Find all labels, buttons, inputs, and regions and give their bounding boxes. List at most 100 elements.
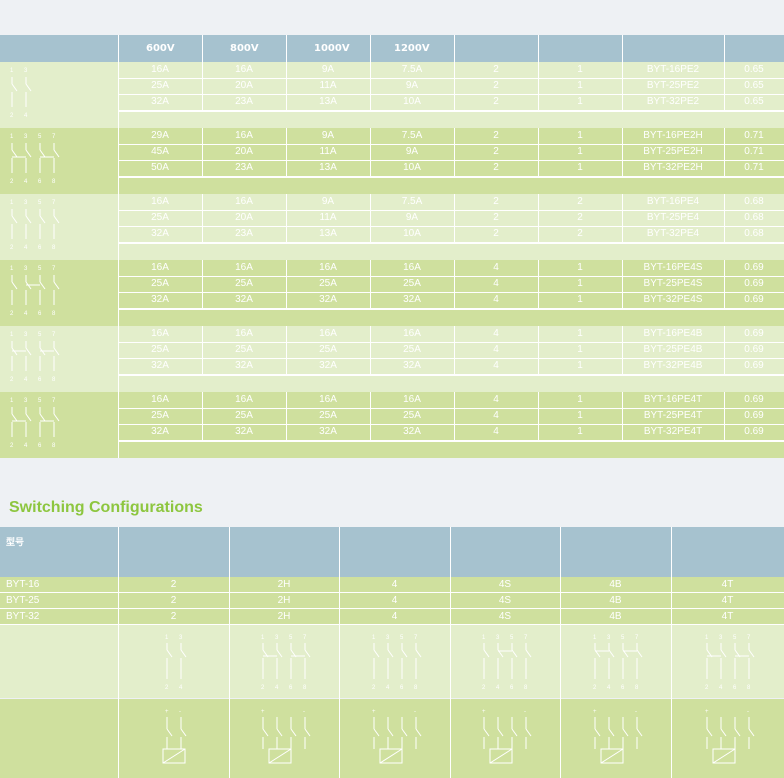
- terminal-label: 2: [372, 685, 376, 691]
- polarity-plus: +: [261, 709, 265, 715]
- table-cell: 4: [493, 394, 499, 405]
- switch-symbol-diagram: 1 3 5 7 2 4 6 8: [10, 332, 60, 383]
- table-cell: 1: [577, 96, 583, 107]
- table-cell: 25A: [319, 410, 337, 421]
- table-cell: 0.69: [744, 278, 764, 289]
- terminal-label: 1: [165, 635, 169, 641]
- table-cell: 9A: [405, 146, 419, 157]
- table-cell: BYT-25PE4: [646, 212, 700, 223]
- row-line: [118, 177, 784, 178]
- column-separator: [454, 392, 455, 442]
- column-separator: [454, 194, 455, 244]
- column-separator: [202, 326, 203, 376]
- wiring-diagram: + -: [366, 705, 424, 771]
- terminal-label: 7: [52, 200, 56, 206]
- table-cell: 1: [577, 130, 583, 141]
- polarity-minus: -: [747, 709, 749, 715]
- table-cell: 1: [577, 294, 583, 305]
- column-separator: [202, 62, 203, 112]
- table-cell: 32A: [235, 360, 253, 371]
- header-separator: [454, 35, 455, 62]
- terminal-label: 5: [38, 134, 42, 140]
- table-cell: 2: [493, 228, 499, 239]
- config-column-separator: [671, 577, 672, 625]
- column-separator: [118, 442, 119, 458]
- terminal-label: 7: [747, 635, 751, 641]
- table-cell: 16A: [151, 64, 169, 75]
- switch-symbol-diagram: 1 3 5 7 2 4 6 8: [10, 200, 60, 251]
- table-cell: 10A: [403, 228, 421, 239]
- terminal-label: 8: [414, 685, 418, 691]
- spec-group: 16A 16A 16A 16A 4 1 BYT-16PE4T 0.69 25A 25A 25A 25A…: [0, 392, 784, 458]
- table-cell: 11A: [319, 146, 337, 157]
- table-cell: 16A: [319, 328, 337, 339]
- spec-group: 16A 16A 16A 16A 4 1 BYT-16PE4B 0.69 25A 25A 25A 25A…: [0, 326, 784, 392]
- terminal-label: 3: [24, 332, 28, 338]
- terminal-label: 5: [38, 200, 42, 206]
- table-cell: 1: [577, 64, 583, 75]
- voltage-header: 1000V: [314, 43, 350, 54]
- config-header-row: [0, 527, 784, 577]
- row-line: [118, 441, 784, 442]
- column-separator: [538, 128, 539, 178]
- table-cell: 1: [577, 146, 583, 157]
- wiring-diagram: + -: [587, 705, 645, 771]
- terminal-label: 1: [705, 635, 709, 641]
- row-line: [118, 243, 784, 244]
- polarity-plus: +: [705, 709, 709, 715]
- table-cell: BYT-32PE4B: [643, 360, 703, 371]
- table-cell: BYT-32PE2H: [643, 162, 703, 173]
- switch-symbol-diagram: 1 3 5 7 2 4 6 8: [10, 134, 60, 185]
- table-cell: 4: [493, 294, 499, 305]
- model-label: BYT-16: [6, 579, 40, 590]
- config-column-separator: [339, 577, 340, 625]
- table-cell: BYT-25PE4T: [643, 410, 703, 421]
- table-cell: 13A: [319, 96, 337, 107]
- config-code: 2H: [277, 611, 291, 622]
- table-cell: 7.5A: [401, 196, 423, 207]
- table-cell: 7.5A: [401, 130, 423, 141]
- table-cell: 16A: [403, 262, 421, 273]
- spec-group: 29A 16A 9A 7.5A 2 1 BYT-16PE2H 0.71 45A 20A 11A 9A 2…: [0, 128, 784, 194]
- voltage-header: 1200V: [394, 43, 430, 54]
- terminal-label: 3: [719, 635, 723, 641]
- switch-symbol-diagram: 1 3 5 7 2 4 6 8: [10, 398, 60, 449]
- polarity-minus: -: [303, 709, 305, 715]
- column-separator: [118, 326, 119, 376]
- column-separator: [622, 392, 623, 442]
- column-separator: [724, 392, 725, 442]
- table-cell: 32A: [151, 426, 169, 437]
- table-cell: 32A: [151, 294, 169, 305]
- table-cell: 25A: [151, 410, 169, 421]
- header-separator: [202, 35, 203, 62]
- column-separator: [370, 128, 371, 178]
- table-cell: 2: [577, 228, 583, 239]
- table-cell: 32A: [151, 96, 169, 107]
- config-code: 2: [170, 579, 177, 590]
- column-separator: [724, 260, 725, 310]
- table-cell: 11A: [319, 80, 337, 91]
- terminal-label: 3: [496, 635, 500, 641]
- ratings-header-row: [0, 35, 784, 62]
- config-code: 4: [391, 595, 398, 606]
- switch-symbol: 1 3 5 7 2 4 6 8: [6, 197, 86, 257]
- column-separator: [622, 62, 623, 112]
- table-cell: 1: [577, 162, 583, 173]
- table-cell: 16A: [235, 262, 253, 273]
- terminal-label: 8: [52, 311, 56, 317]
- table-cell: 23A: [235, 96, 253, 107]
- row-line: [118, 375, 784, 376]
- terminal-label: 3: [24, 68, 28, 74]
- column-separator: [724, 128, 725, 178]
- terminal-label: 5: [38, 332, 42, 338]
- table-cell: 1: [577, 262, 583, 273]
- column-separator: [118, 376, 119, 392]
- config-column-separator: [450, 625, 451, 778]
- table-cell: 4: [493, 262, 499, 273]
- table-cell: 32A: [403, 294, 421, 305]
- table-cell: BYT-16PE4: [646, 196, 700, 207]
- column-separator: [538, 392, 539, 442]
- contact-diagram: 1 3 5 7 2 4 6 8: [587, 631, 645, 693]
- table-cell: 32A: [235, 426, 253, 437]
- switch-symbol: 1 3 5 7 2 4 6 8: [6, 329, 86, 389]
